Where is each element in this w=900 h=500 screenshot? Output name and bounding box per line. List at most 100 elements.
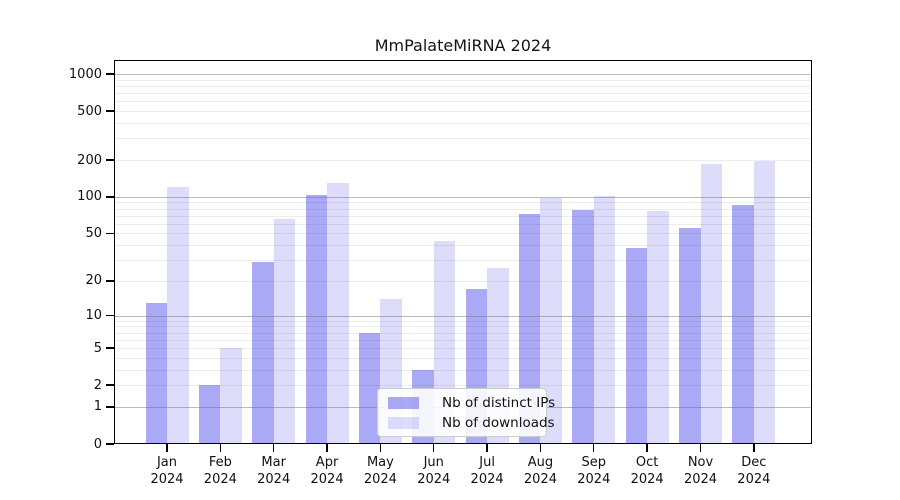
x-tick-mark — [539, 444, 542, 452]
x-tick-month: Nov — [687, 455, 714, 470]
gridline-minor — [114, 101, 812, 103]
bar-ips-mar — [252, 261, 274, 444]
y-tick-mark — [106, 159, 114, 161]
x-tick-month: May — [366, 455, 394, 470]
y-tick-label: 2 — [93, 377, 102, 393]
x-tick-month: Sep — [581, 455, 607, 470]
x-tick-year: 2024 — [417, 472, 451, 487]
gridline-minor — [114, 385, 812, 387]
x-tick-year: 2024 — [630, 472, 664, 487]
x-tick-mark — [219, 444, 222, 452]
x-tick-month: Aug — [527, 455, 554, 470]
y-tick-label: 200 — [77, 152, 102, 168]
y-tick-mark — [106, 443, 114, 445]
x-tick-label-jul: Jul 2024 — [455, 454, 519, 488]
y-tick-mark — [106, 314, 114, 317]
legend: Nb of distinct IPs Nb of downloads — [377, 388, 555, 437]
gridline-minor — [114, 111, 812, 113]
y-tick-mark — [106, 73, 114, 75]
y-tick-label: 1 — [93, 399, 102, 415]
gridline-minor — [114, 369, 812, 371]
x-tick-mark — [646, 444, 648, 452]
x-tick-year: 2024 — [470, 472, 504, 487]
x-tick-label-jan: Jan 2024 — [135, 454, 199, 488]
bar-ips-apr — [305, 194, 328, 444]
x-tick-year: 2024 — [683, 472, 718, 487]
y-tick-label: 1000 — [68, 66, 102, 82]
gridline-minor — [114, 202, 812, 204]
bar-downloads-aug — [540, 198, 562, 444]
gridline-minor — [114, 93, 812, 95]
gridline-major — [114, 196, 812, 198]
gridline-minor — [114, 208, 812, 210]
y-tick-label: 5 — [93, 340, 102, 356]
y-tick-mark — [106, 196, 114, 198]
bar-downloads-feb — [220, 348, 242, 444]
x-tick-mark — [166, 444, 168, 452]
gridline-minor — [114, 348, 812, 350]
x-tick-label-sep: Sep 2024 — [562, 454, 626, 488]
x-tick-mark — [753, 444, 755, 452]
x-tick-year: 2024 — [737, 472, 771, 487]
x-tick-year: 2024 — [523, 472, 557, 487]
bar-ips-nov — [679, 228, 701, 444]
y-tick-label: 100 — [77, 189, 102, 205]
gridline-major — [114, 74, 812, 76]
x-tick-mark — [326, 444, 328, 452]
x-tick-year: 2024 — [310, 472, 344, 487]
y-tick-label: 50 — [85, 225, 102, 241]
bar-downloads-apr — [327, 182, 349, 444]
y-tick-label: 10 — [85, 308, 102, 324]
x-tick-label-oct: Oct 2024 — [615, 454, 679, 488]
gridline-minor — [114, 339, 812, 341]
y-tick-label: 500 — [77, 103, 102, 119]
bar-downloads-jan — [167, 187, 189, 444]
x-tick-month: Apr — [315, 455, 339, 470]
legend-label: Nb of distinct IPs — [442, 394, 556, 411]
y-tick-mark — [106, 347, 114, 349]
bar-ips-feb — [198, 385, 221, 444]
gridline-minor — [114, 223, 812, 225]
y-tick-label: 20 — [85, 273, 102, 289]
x-tick-year: 2024 — [363, 472, 397, 487]
bar-ips-jan — [145, 302, 167, 444]
y-tick-mark — [106, 406, 114, 408]
x-tick-month: Jul — [479, 455, 495, 470]
x-tick-mark — [379, 444, 382, 452]
bar-downloads-oct — [647, 211, 669, 444]
x-tick-month: Feb — [208, 455, 232, 470]
y-tick-label: 0 — [93, 436, 102, 452]
bar-ips-may — [358, 332, 381, 444]
gridline-minor — [114, 260, 812, 262]
x-tick-month: Jan — [156, 455, 178, 470]
bar-downloads-mar — [273, 218, 296, 444]
legend-swatch-downloads — [388, 416, 419, 429]
gridline-minor — [114, 215, 812, 217]
x-tick-year: 2024 — [150, 472, 184, 487]
y-tick-mark — [106, 280, 114, 282]
gridline-minor — [114, 326, 812, 328]
gridline-minor — [114, 233, 812, 235]
gridline-minor — [114, 320, 812, 322]
gridline-minor — [114, 332, 812, 334]
y-tick-mark — [106, 384, 114, 386]
x-tick-mark — [273, 444, 275, 452]
y-tick-mark — [106, 110, 114, 112]
gridline-minor — [114, 357, 812, 359]
x-tick-label-mar: Mar 2024 — [242, 454, 306, 488]
bar-downloads-sep — [593, 196, 616, 444]
legend-label: Nb of downloads — [442, 414, 555, 431]
x-tick-label-nov: Nov 2024 — [669, 454, 733, 488]
x-tick-label-apr: Apr 2024 — [295, 454, 359, 488]
x-tick-year: 2024 — [203, 472, 237, 487]
bar-ips-dec — [732, 205, 754, 444]
x-tick-label-jun: Jun 2024 — [402, 454, 466, 488]
x-tick-mark — [699, 444, 702, 452]
gridline-minor — [114, 280, 812, 282]
legend-row-downloads: Nb of downloads — [388, 415, 555, 431]
gridline-major — [114, 315, 812, 317]
bar-downloads-nov — [700, 164, 722, 444]
x-tick-mark — [486, 444, 488, 452]
bar-ips-sep — [572, 210, 594, 444]
